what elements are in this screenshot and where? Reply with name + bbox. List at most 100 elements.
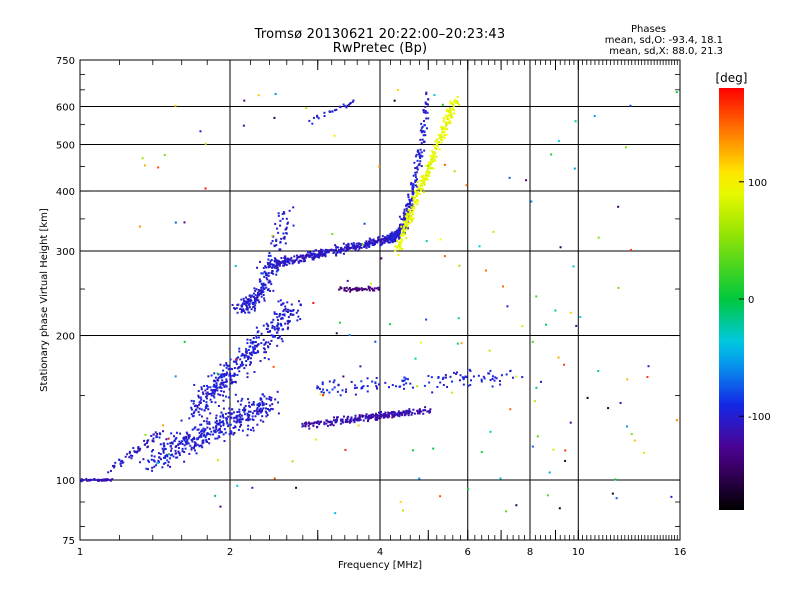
data-point bbox=[421, 155, 424, 158]
data-point bbox=[272, 289, 275, 292]
data-point bbox=[280, 257, 283, 260]
data-point bbox=[400, 412, 403, 415]
data-point bbox=[258, 402, 261, 405]
noise-point bbox=[389, 323, 392, 326]
data-point bbox=[268, 408, 271, 411]
data-point bbox=[410, 181, 413, 184]
data-point bbox=[402, 226, 405, 229]
data-point bbox=[406, 411, 409, 414]
data-point bbox=[301, 257, 304, 260]
data-point bbox=[215, 417, 218, 420]
phases-stats-o: mean, sd,O: -93.4, 18.1 bbox=[604, 35, 723, 46]
data-point bbox=[288, 309, 291, 312]
data-point bbox=[262, 407, 265, 410]
data-point bbox=[403, 213, 406, 216]
data-point bbox=[249, 296, 252, 299]
data-point bbox=[239, 363, 242, 366]
data-point bbox=[256, 343, 259, 346]
data-point bbox=[433, 154, 436, 157]
data-point bbox=[282, 328, 285, 331]
data-point bbox=[229, 376, 232, 379]
data-point bbox=[399, 244, 402, 247]
data-point bbox=[332, 424, 335, 427]
data-point bbox=[255, 412, 258, 415]
data-point bbox=[375, 376, 378, 379]
data-point bbox=[366, 244, 369, 247]
data-point bbox=[254, 304, 257, 307]
data-point bbox=[265, 266, 268, 269]
data-point bbox=[273, 312, 276, 315]
data-point bbox=[252, 426, 255, 429]
data-point bbox=[296, 257, 299, 260]
data-point bbox=[366, 377, 369, 380]
noise-point bbox=[344, 448, 347, 451]
data-point bbox=[342, 415, 345, 418]
data-point bbox=[244, 296, 247, 299]
data-point bbox=[423, 384, 426, 387]
data-point bbox=[209, 386, 212, 389]
data-point bbox=[419, 409, 422, 412]
data-point bbox=[243, 410, 246, 413]
data-point bbox=[266, 274, 269, 277]
data-point bbox=[365, 243, 368, 246]
data-point bbox=[364, 241, 367, 244]
data-point bbox=[462, 378, 465, 381]
data-point bbox=[452, 371, 455, 374]
data-point bbox=[151, 469, 154, 472]
data-point bbox=[128, 451, 131, 454]
data-point bbox=[239, 423, 242, 426]
data-point bbox=[416, 184, 419, 187]
noise-point bbox=[564, 459, 567, 462]
data-point bbox=[397, 228, 400, 231]
data-point bbox=[308, 119, 311, 122]
data-point bbox=[277, 329, 280, 332]
data-point bbox=[197, 428, 200, 431]
data-point bbox=[219, 385, 222, 388]
data-point bbox=[263, 395, 266, 398]
data-point bbox=[197, 390, 200, 393]
data-point bbox=[169, 457, 172, 460]
data-point bbox=[340, 418, 343, 421]
data-point bbox=[446, 118, 449, 121]
data-point bbox=[299, 318, 302, 321]
data-point bbox=[266, 278, 269, 281]
data-point bbox=[271, 270, 274, 273]
data-point bbox=[439, 381, 442, 384]
data-point bbox=[246, 302, 249, 305]
data-point bbox=[229, 377, 232, 380]
data-point bbox=[405, 412, 408, 415]
data-point bbox=[422, 175, 425, 178]
chart-subtitle: RwPretec (Bp) bbox=[332, 41, 428, 56]
x-axis-label: Frequency [MHz] bbox=[338, 560, 422, 571]
data-point bbox=[498, 380, 501, 383]
data-point bbox=[424, 174, 427, 177]
data-point bbox=[425, 127, 428, 130]
data-point bbox=[265, 397, 268, 400]
data-point bbox=[401, 234, 404, 237]
data-point bbox=[447, 118, 450, 121]
noise-point bbox=[274, 93, 277, 96]
data-point bbox=[270, 407, 273, 410]
noise-point bbox=[216, 372, 219, 375]
data-point bbox=[255, 288, 258, 291]
noise-point bbox=[439, 238, 442, 241]
data-point bbox=[394, 239, 397, 242]
data-point bbox=[387, 239, 390, 242]
data-point bbox=[322, 252, 325, 255]
data-point bbox=[230, 378, 233, 381]
data-point bbox=[408, 408, 411, 411]
data-point bbox=[268, 265, 271, 268]
data-point bbox=[376, 414, 379, 417]
noise-point bbox=[396, 88, 399, 91]
data-point bbox=[368, 237, 371, 240]
data-point bbox=[283, 212, 286, 215]
data-point bbox=[224, 431, 227, 434]
data-point bbox=[434, 159, 437, 162]
data-point bbox=[326, 424, 329, 427]
data-point bbox=[128, 456, 131, 459]
data-point bbox=[393, 237, 396, 240]
data-point bbox=[271, 321, 274, 324]
data-point bbox=[398, 413, 401, 416]
data-point bbox=[383, 241, 386, 244]
x-tick-label: 2 bbox=[227, 547, 233, 558]
